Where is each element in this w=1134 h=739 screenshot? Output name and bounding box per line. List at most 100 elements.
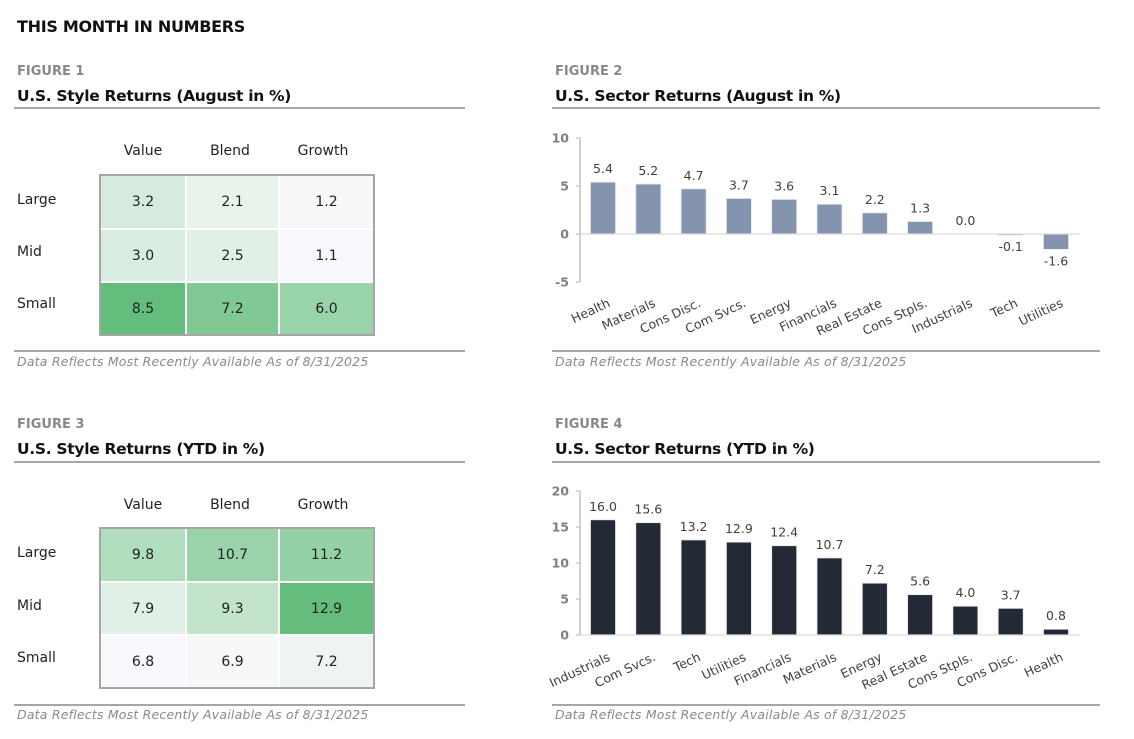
bar — [680, 539, 707, 636]
figure-3-label: FIGURE 3 — [17, 417, 85, 432]
heatmap-cell: 3.2 — [101, 176, 185, 228]
heatmap-cell: 3.0 — [101, 230, 185, 281]
figure-1-footer-rule — [14, 350, 465, 352]
heatmap-1-col-header-growth: Growth — [297, 143, 349, 159]
heatmap-cell: 6.8 — [101, 636, 185, 687]
figure-2-label: FIGURE 2 — [555, 64, 623, 79]
data-label: 2.2 — [865, 192, 885, 207]
data-label: 3.1 — [820, 183, 840, 198]
y-tick-label: 10 — [552, 131, 570, 146]
data-label: 3.7 — [729, 177, 749, 192]
figure-3-title-rule — [14, 461, 465, 463]
y-tick-label: 5 — [560, 179, 569, 194]
bar — [952, 605, 979, 636]
figure-3-footnote: Data Reflects Most Recently Available As… — [17, 707, 369, 722]
data-label: 0.0 — [955, 213, 975, 228]
figure-1-footnote: Data Reflects Most Recently Available As… — [17, 354, 369, 369]
bar — [861, 582, 888, 636]
bar — [771, 545, 798, 636]
data-label: 16.0 — [589, 499, 617, 514]
bar — [771, 199, 798, 235]
heatmap-figure-3: 9.8 10.7 11.2 7.9 9.3 12.9 6.8 6.9 7.2 — [99, 527, 375, 689]
data-label: 7.2 — [865, 562, 885, 577]
y-tick-label: 15 — [552, 520, 569, 535]
figure-4-footnote: Data Reflects Most Recently Available As… — [555, 707, 907, 722]
bar — [1043, 628, 1069, 636]
y-tick-label: 20 — [552, 484, 570, 499]
heatmap-cell: 2.1 — [187, 176, 278, 228]
heatmap-1-col-header-blend: Blend — [210, 143, 250, 159]
bar — [726, 198, 752, 235]
heatmap-3-row-header-small: Small — [17, 650, 56, 666]
y-tick-label: -5 — [555, 275, 569, 290]
bar — [726, 541, 752, 636]
page-title: THIS MONTH IN NUMBERS — [17, 17, 246, 36]
data-label: 5.4 — [593, 161, 613, 176]
heatmap-cell: 1.2 — [280, 176, 373, 228]
heatmap-cell: 10.7 — [187, 529, 278, 581]
x-tick-label: Tech — [670, 649, 703, 675]
figure-2-footnote: Data Reflects Most Recently Available As… — [555, 354, 907, 369]
bar — [680, 188, 707, 235]
data-label: 4.0 — [955, 585, 975, 600]
heatmap-1-col-header-value: Value — [123, 143, 163, 159]
data-label: 15.6 — [634, 502, 662, 517]
figure-1-label: FIGURE 1 — [17, 64, 85, 79]
heatmap-cell: 2.5 — [187, 230, 278, 281]
y-tick-label: 0 — [560, 227, 569, 242]
data-label: 0.8 — [1046, 608, 1066, 623]
heatmap-3-row-header-large: Large — [17, 545, 57, 561]
data-label: 5.2 — [638, 163, 658, 178]
figure-4-title: U.S. Sector Returns (YTD in %) — [555, 440, 815, 458]
data-label: -1.6 — [1044, 253, 1068, 268]
data-label: 12.9 — [725, 521, 753, 536]
bar — [997, 607, 1024, 636]
heatmap-cell: 6.9 — [187, 636, 278, 687]
figure-4-label: FIGURE 4 — [555, 417, 623, 432]
figure-1-title-rule — [14, 107, 465, 109]
heatmap-cell: 7.2 — [187, 283, 278, 334]
bar — [590, 181, 616, 235]
heatmap-cell: 12.9 — [280, 583, 373, 634]
data-label: 3.7 — [1001, 587, 1021, 602]
figure-3-footer-rule — [14, 704, 465, 706]
x-tick-label: Health — [1022, 649, 1066, 680]
data-label: 3.6 — [774, 178, 794, 193]
data-label: 13.2 — [680, 519, 708, 534]
heatmap-cell: 1.1 — [280, 230, 373, 281]
data-label: -0.1 — [999, 239, 1023, 254]
heatmap-3-row-header-mid: Mid — [17, 598, 42, 614]
bar — [635, 522, 662, 636]
bar — [907, 594, 933, 636]
y-tick-label: 0 — [560, 628, 569, 643]
heatmap-1-row-header-small: Small — [17, 296, 56, 312]
heatmap-cell: 6.0 — [280, 283, 373, 334]
bar — [635, 183, 662, 235]
figure-2-footer-rule — [552, 350, 1100, 352]
y-tick-label: 10 — [552, 556, 570, 571]
figure-4-footer-rule — [552, 704, 1100, 706]
data-label: 10.7 — [816, 537, 844, 552]
data-label: 4.7 — [684, 168, 704, 183]
figure-2-title: U.S. Sector Returns (August in %) — [555, 87, 841, 105]
bar — [816, 557, 843, 636]
heatmap-3-col-header-blend: Blend — [210, 497, 250, 513]
heatmap-3-col-header-growth: Growth — [297, 497, 349, 513]
bar — [816, 203, 843, 235]
heatmap-1-row-header-mid: Mid — [17, 244, 42, 260]
data-label: 12.4 — [770, 525, 798, 540]
bar — [590, 519, 616, 636]
heatmap-cell: 11.2 — [280, 529, 373, 581]
y-tick-label: 5 — [560, 592, 569, 607]
heatmap-cell: 9.3 — [187, 583, 278, 634]
heatmap-1-row-header-large: Large — [17, 192, 57, 208]
figure-4-title-rule — [552, 461, 1100, 463]
figure-1-title: U.S. Style Returns (August in %) — [17, 87, 292, 105]
data-label: 5.6 — [910, 574, 930, 589]
heatmap-cell: 7.2 — [280, 636, 373, 687]
data-label: 1.3 — [910, 201, 930, 216]
heatmap-3-col-header-value: Value — [123, 497, 163, 513]
heatmap-cell: 9.8 — [101, 529, 185, 581]
